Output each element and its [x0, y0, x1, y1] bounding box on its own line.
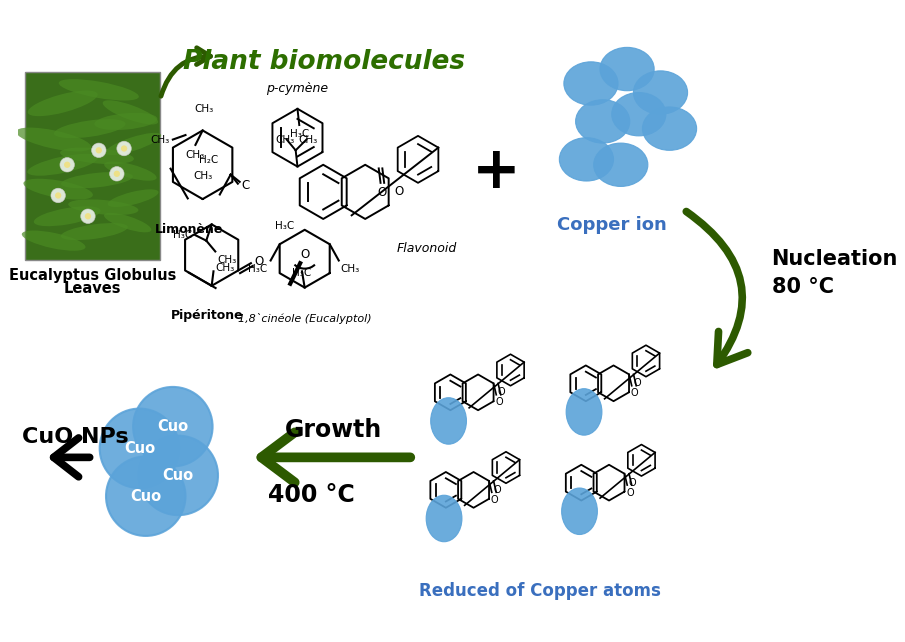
Circle shape	[100, 408, 179, 488]
Text: O: O	[495, 397, 503, 407]
Ellipse shape	[562, 488, 597, 535]
FancyArrowPatch shape	[686, 211, 748, 365]
Circle shape	[106, 456, 186, 536]
Text: CH₃: CH₃	[217, 255, 236, 265]
Text: H₃C: H₃C	[290, 128, 309, 139]
Ellipse shape	[612, 92, 666, 136]
Text: CH₃: CH₃	[186, 150, 205, 160]
Text: Pipéritone: Pipéritone	[171, 309, 243, 322]
Text: O: O	[626, 487, 634, 498]
Text: CH₃: CH₃	[275, 135, 294, 145]
Ellipse shape	[22, 230, 85, 251]
Text: O: O	[394, 186, 404, 198]
Text: Cuo: Cuo	[157, 419, 188, 434]
Ellipse shape	[104, 213, 151, 232]
Circle shape	[85, 213, 91, 220]
Ellipse shape	[16, 128, 91, 152]
Ellipse shape	[33, 206, 100, 226]
Ellipse shape	[24, 178, 93, 200]
Text: p-cymène: p-cymène	[266, 82, 329, 94]
Text: +: +	[472, 143, 520, 200]
Text: CH₃: CH₃	[340, 264, 360, 274]
Text: Nucleation
80 °C: Nucleation 80 °C	[772, 249, 898, 297]
Text: H₃C: H₃C	[173, 230, 192, 240]
Text: CH₃: CH₃	[193, 171, 213, 180]
Text: Cuo: Cuo	[124, 441, 155, 456]
Ellipse shape	[564, 62, 618, 105]
Text: Limonène: Limonène	[155, 223, 224, 236]
Text: Plant biomolecules: Plant biomolecules	[184, 49, 465, 75]
Text: 400 °C: 400 °C	[268, 483, 355, 507]
Text: O: O	[634, 378, 641, 388]
Ellipse shape	[54, 119, 126, 138]
Ellipse shape	[431, 397, 466, 444]
Text: CH₃: CH₃	[195, 104, 214, 114]
Text: CH₃: CH₃	[150, 135, 169, 144]
Circle shape	[114, 171, 120, 177]
Circle shape	[51, 188, 65, 203]
FancyArrowPatch shape	[161, 48, 211, 96]
Text: Reduced of Copper atoms: Reduced of Copper atoms	[418, 582, 661, 600]
Text: O: O	[377, 186, 387, 200]
Ellipse shape	[594, 143, 648, 186]
FancyArrowPatch shape	[262, 432, 410, 482]
Text: CuO NPs: CuO NPs	[22, 426, 129, 447]
Ellipse shape	[104, 162, 157, 180]
Text: O: O	[254, 255, 263, 268]
Circle shape	[133, 387, 213, 466]
Circle shape	[110, 166, 124, 181]
Circle shape	[117, 141, 131, 156]
Text: Leaves: Leaves	[63, 281, 121, 296]
Text: H₃C: H₃C	[248, 264, 267, 274]
Circle shape	[64, 162, 71, 168]
Ellipse shape	[643, 107, 697, 150]
Ellipse shape	[102, 100, 158, 125]
Ellipse shape	[567, 388, 602, 435]
Text: O: O	[493, 485, 500, 495]
Text: Flavonoid: Flavonoid	[397, 241, 457, 254]
Text: O: O	[629, 478, 636, 488]
Ellipse shape	[60, 148, 134, 164]
Ellipse shape	[68, 200, 138, 215]
Ellipse shape	[59, 79, 138, 101]
Text: 1,8ˋcinéole (Eucalyptol): 1,8ˋcinéole (Eucalyptol)	[238, 313, 371, 324]
Text: Growth: Growth	[285, 418, 382, 442]
Ellipse shape	[105, 133, 161, 155]
Text: O: O	[300, 248, 310, 261]
Text: H₃C: H₃C	[275, 221, 294, 230]
Text: O: O	[491, 495, 499, 505]
Circle shape	[121, 145, 128, 152]
Text: Cuo: Cuo	[130, 489, 161, 504]
Circle shape	[55, 193, 62, 198]
Ellipse shape	[61, 223, 128, 240]
Text: O: O	[498, 387, 505, 397]
Ellipse shape	[27, 154, 98, 176]
Circle shape	[138, 436, 218, 515]
Ellipse shape	[600, 48, 654, 91]
Ellipse shape	[634, 71, 688, 114]
Text: CH₃: CH₃	[299, 135, 318, 145]
Circle shape	[96, 147, 102, 153]
Circle shape	[60, 157, 74, 172]
Circle shape	[91, 143, 106, 157]
Ellipse shape	[426, 495, 462, 542]
Bar	[24, 72, 160, 259]
Text: CH₃: CH₃	[215, 263, 234, 273]
Ellipse shape	[108, 189, 158, 207]
FancyArrowPatch shape	[53, 438, 90, 477]
Text: H₃C: H₃C	[292, 268, 311, 278]
Ellipse shape	[61, 172, 133, 188]
Text: O: O	[631, 388, 638, 398]
Circle shape	[81, 209, 95, 223]
Text: Copper ion: Copper ion	[557, 216, 667, 234]
Ellipse shape	[576, 100, 630, 143]
Ellipse shape	[94, 113, 157, 130]
Text: H₂C: H₂C	[199, 155, 218, 165]
Text: Cuo: Cuo	[163, 468, 194, 483]
Text: C: C	[241, 179, 249, 192]
Ellipse shape	[28, 91, 98, 116]
Ellipse shape	[559, 137, 614, 181]
Text: Eucalyptus Globulus: Eucalyptus Globulus	[9, 268, 176, 282]
